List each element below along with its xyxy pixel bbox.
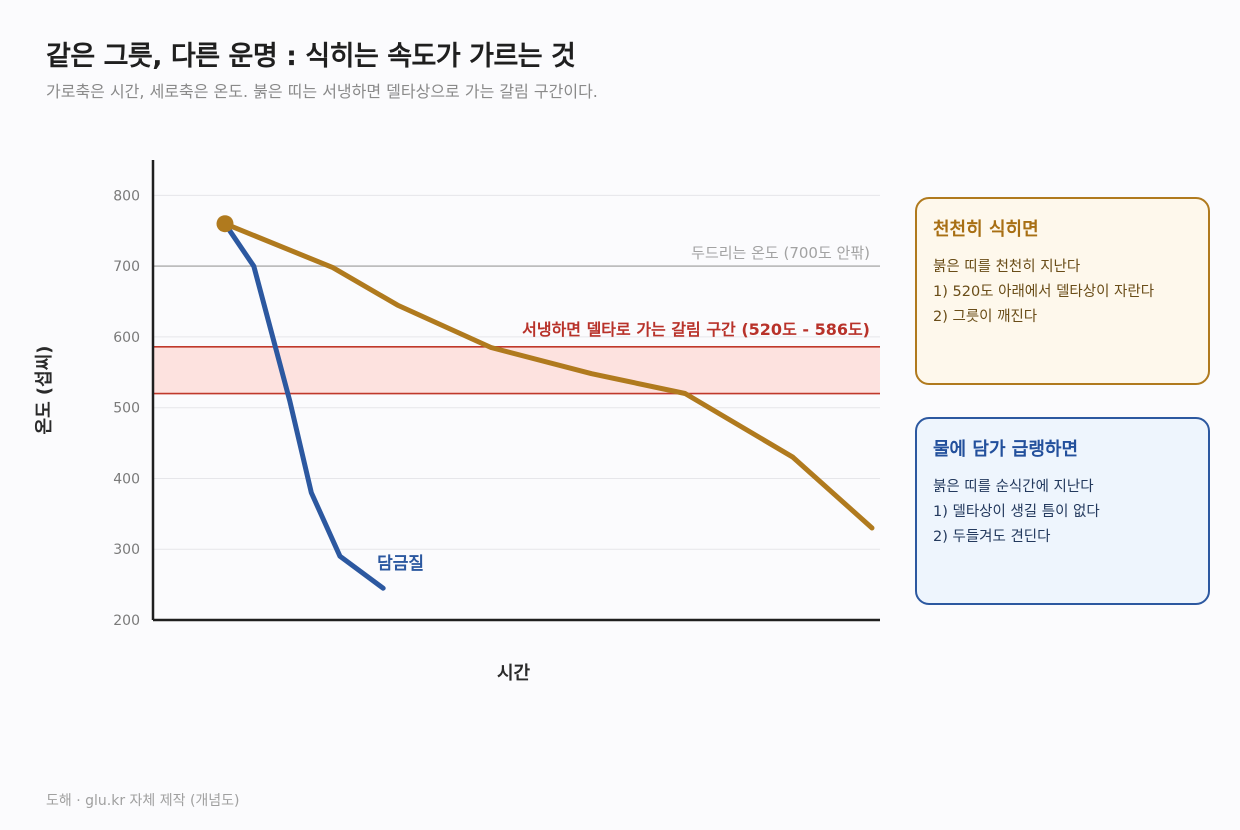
y-axis-label: 온도 (섭씨) xyxy=(34,346,55,435)
quench-card-title: 물에 담가 급랭하면 xyxy=(933,439,1079,460)
quench-card-line-1: 붉은 띠를 순식간에 지난다 xyxy=(933,479,1094,495)
quench-line-label: 담금질 xyxy=(377,553,424,574)
page-subtitle: 가로축은 시간, 세로축은 온도. 붉은 띠는 서냉하면 델타상으로 가는 갈림… xyxy=(46,82,598,101)
slow-card-line-2: 1) 520도 아래에서 델타상이 자란다 xyxy=(933,284,1155,300)
x-axis-label: 시간 xyxy=(497,663,531,684)
y-tick-label-300: 300 xyxy=(113,542,140,558)
y-tick-label-500: 500 xyxy=(113,401,140,417)
y-tick-label-400: 400 xyxy=(113,471,140,487)
slow-card-title: 천천히 식히면 xyxy=(933,219,1039,240)
slow-cooling-card: 천천히 식히면 붉은 띠를 천천히 지난다 1) 520도 아래에서 델타상이 … xyxy=(915,197,1210,385)
forging-temp-label: 두드리는 온도 (700도 안팎) xyxy=(691,244,870,262)
quench-card-line-3: 2) 두들겨도 견딘다 xyxy=(933,529,1051,545)
quench-card-line-2: 1) 델타상이 생길 틈이 없다 xyxy=(933,504,1100,520)
quench-card: 물에 담가 급랭하면 붉은 띠를 순식간에 지난다 1) 델타상이 생길 틈이 … xyxy=(915,417,1210,605)
slow-card-line-1: 붉은 띠를 천천히 지난다 xyxy=(933,259,1081,275)
band-label: 서냉하면 델타로 가는 갈림 구간 (520도 - 586도) xyxy=(522,320,870,339)
quench-line xyxy=(222,221,386,591)
slow-card-line-3: 2) 그릇이 깨진다 xyxy=(933,309,1038,325)
y-tick-label-800: 800 xyxy=(113,188,140,204)
slow-cooling-line xyxy=(222,221,875,531)
y-tick-label-200: 200 xyxy=(113,613,140,629)
page-title: 같은 그릇, 다른 운명 : 식히는 속도가 가르는 것 xyxy=(46,41,576,72)
y-tick-label-600: 600 xyxy=(113,330,140,346)
start-point xyxy=(216,215,234,233)
y-tick-label-700: 700 xyxy=(113,259,140,275)
footer-credit: 도해 · glu.kr 자체 제작 (개념도) xyxy=(46,793,240,809)
